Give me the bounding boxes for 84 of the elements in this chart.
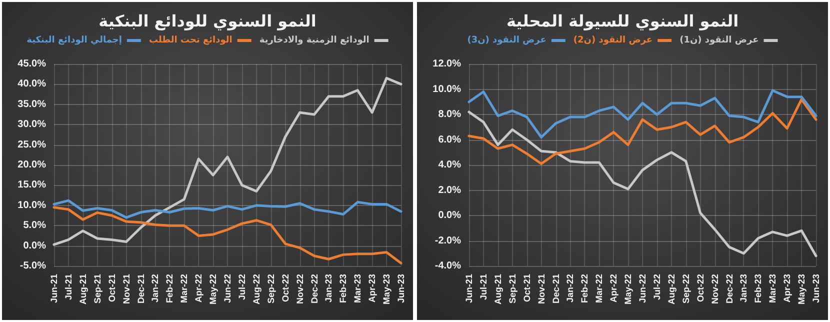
x-tick-label: Jun-22	[638, 274, 648, 304]
x-tick-label: May-22	[208, 274, 218, 305]
x-tick-label: Feb-22	[580, 274, 590, 304]
y-tick-label: 35.0%	[18, 98, 46, 110]
x-tick-label: Oct-21	[106, 274, 117, 302]
x-tick-label: Jan-22	[565, 274, 576, 303]
x-tick-label: Jun-23	[396, 274, 406, 304]
y-tick-label: 30.0%	[18, 119, 46, 130]
legend-label: عرض النقود (ن2)	[573, 36, 653, 46]
x-tick-label: Nov-21	[536, 274, 546, 304]
y-tick-label: 40.0%	[18, 78, 46, 90]
x-tick-label: Dec-22	[724, 274, 734, 304]
y-tick-label: 45.0%	[18, 58, 46, 70]
y-tick-label: 5.0%	[23, 220, 46, 232]
x-tick-label: Feb-22	[164, 274, 175, 304]
line-series	[468, 89, 818, 138]
x-tick-label: May-23	[382, 274, 392, 305]
x-tick-label: Aug-22	[251, 274, 262, 305]
x-tick-label: Oct-21	[522, 274, 532, 302]
x-tick-label: Oct-22	[695, 274, 706, 302]
legend-label: عرض النقود (ن1)	[680, 36, 759, 46]
x-tick-label: Jul-22	[652, 274, 662, 300]
x-tick-label: Aug-21	[78, 274, 88, 305]
y-tick-label: 0.0%	[438, 210, 462, 221]
y-tick-label: 25.0%	[18, 139, 46, 150]
y-tick-label: 20.0%	[18, 160, 46, 170]
x-tick-label: Feb-23	[338, 274, 348, 304]
x-tick-label: Sep-22	[680, 274, 691, 304]
x-tick-label: Dec-21	[136, 274, 146, 304]
legend-label: الودائع تحت الطلب	[148, 36, 232, 46]
y-tick-label: -4.0%	[434, 260, 462, 272]
x-tick-label: Apr-22	[608, 274, 619, 303]
y-tick-label: 6.0%	[438, 134, 462, 146]
x-tick-label: Jan-23	[324, 274, 334, 303]
y-tick-label: 15.0%	[18, 180, 46, 191]
x-tick-label: Nov-21	[121, 274, 132, 304]
line-series	[52, 76, 402, 246]
x-tick-label: Oct-22	[280, 274, 290, 302]
chart-title: النمو السنوي للودائع البنكية	[98, 12, 316, 30]
line-series	[468, 110, 818, 258]
y-tick-label: 12.0%	[432, 58, 462, 70]
y-tick-label: 10.0%	[18, 200, 46, 211]
line-series	[52, 206, 402, 264]
x-tick-label: Aug-22	[666, 274, 676, 305]
x-tick-label: Sep-22	[266, 274, 276, 304]
y-tick-label: 0.0%	[23, 240, 46, 252]
x-tick-label: Jan-23	[738, 274, 749, 303]
line-series	[52, 199, 402, 219]
x-tick-label: Aug-21	[492, 274, 503, 305]
x-tick-label: Apr-23	[367, 274, 378, 303]
x-tick-label: Jul-21	[63, 274, 74, 300]
x-tick-label: Sep-21	[92, 274, 102, 304]
x-tick-label: Jun-23	[811, 274, 821, 304]
x-tick-label: Jun-21	[49, 274, 59, 304]
x-tick-label: Apr-22	[194, 274, 204, 303]
x-tick-label: Mar-23	[352, 274, 363, 304]
y-tick-label: 8.0%	[438, 109, 462, 120]
y-tick-label: 10.0%	[432, 84, 462, 95]
x-tick-label: Jun-21	[464, 274, 474, 304]
x-tick-label: Jul-21	[478, 274, 488, 300]
x-tick-label: Dec-22	[309, 274, 320, 304]
x-tick-label: Jan-22	[150, 274, 160, 303]
x-tick-label: Sep-21	[507, 274, 518, 304]
x-tick-label: Mar-22	[594, 274, 604, 304]
line-series	[468, 98, 818, 165]
y-tick-label: 4.0%	[438, 160, 462, 170]
x-tick-label: Feb-23	[753, 274, 764, 304]
legend-label: الودائع الزمنية والادخارية	[259, 36, 370, 46]
legend-label: عرض النقود (ن3)	[467, 36, 546, 46]
chart-title: النمو السنوي للسيولة المحلية	[506, 12, 739, 30]
y-tick-label: -5.0%	[20, 260, 46, 272]
legend-label: إجمالي الودائع البنكية	[26, 36, 122, 46]
x-tick-label: May-23	[796, 274, 807, 305]
x-tick-label: Dec-21	[550, 274, 561, 304]
y-tick-label: 2.0%	[438, 184, 462, 196]
x-tick-label: Apr-23	[782, 274, 792, 303]
x-tick-label: Nov-22	[710, 274, 720, 304]
x-tick-label: Jun-22	[222, 274, 232, 304]
x-tick-label: Mar-22	[179, 274, 190, 304]
y-tick-label: -2.0%	[434, 235, 462, 246]
x-tick-label: Jul-22	[236, 274, 247, 300]
x-tick-label: Mar-23	[768, 274, 778, 304]
x-tick-label: May-22	[623, 274, 634, 305]
x-tick-label: Nov-22	[294, 274, 305, 304]
